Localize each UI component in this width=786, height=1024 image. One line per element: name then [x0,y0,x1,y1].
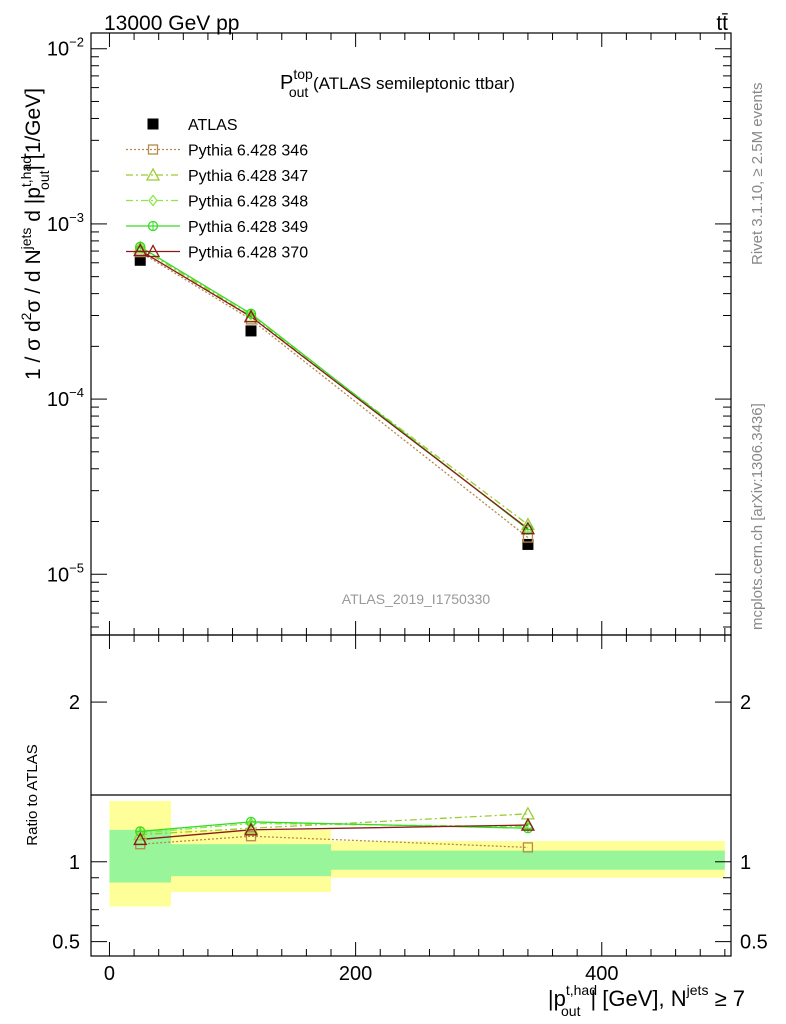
energy-label: 13000 GeV pp [104,12,239,35]
x-axis-label: |pt,had out | [GeV], Njets ≥ 7 [548,982,745,1019]
ratio-data-point [243,822,259,836]
legend-marker [147,144,159,155]
ratio-series-line [140,835,528,849]
rivet-version-label: Rivet 3.1.10, ≥ 2.5M events [749,83,766,266]
stat-uncertainty-band [171,844,331,877]
plot-title: Ptop out (ATLAS semileptonic ttbar) [280,66,515,100]
legend-marker [147,220,159,232]
ratio-y-tick-label: 1 [69,852,80,874]
ratio-data-point [245,831,257,842]
main-data-point [245,325,257,337]
x-tick-label: 200 [339,963,372,985]
ratio-y-tick-label-right: 2 [740,692,751,714]
main-series-line [139,249,529,530]
ratio-uncertainty-bands [109,801,725,907]
main-series-line [139,247,529,526]
analysis-id-label: ATLAS_2019_I1750330 [342,591,491,607]
ratio-y-tick-label-right: 1 [740,852,751,874]
legend-marker [148,194,158,207]
ratio-axis-ticks: 0.5 0.5 1 1 2 2 0 200 400 [52,635,768,985]
ratio-data-point [133,832,148,846]
main-panel: 10−5 10−4 10−3 10−2 Ptop out (ATLAS semilept… [18,32,732,636]
main-series-line [139,246,529,531]
main-data-point [133,243,148,257]
legend-marker [145,167,161,181]
main-data-point [246,308,256,321]
main-series-line [139,251,529,539]
legend-label: Pythia 6.428 348 [188,194,308,211]
main-data-point [520,521,536,535]
main-y-tick-label: 10−5 [47,560,84,586]
legend-label: Pythia 6.428 347 [188,168,308,185]
main-data-point [135,241,146,254]
main-series-markers [133,240,536,550]
ratio-series-line [140,824,528,841]
ratio-y-axis-label: Ratio to ATLAS [24,744,41,845]
legend-marker [145,244,161,258]
ratio-data-point [520,817,536,831]
legend: ATLAS Pythia 6.428 346 Pythia 6.428 347 Pyt… [126,117,308,262]
legend-label: Pythia 6.428 370 [188,245,308,262]
legend-label: Pythia 6.428 346 [188,143,308,160]
main-y-tick-label: 10−4 [47,385,84,411]
process-label: tt̄ [716,12,728,35]
main-y-tick-label: 10−3 [47,210,84,236]
legend-label: Pythia 6.428 349 [188,219,308,236]
main-data-point [522,538,534,550]
ratio-panel: 0.5 0.5 1 1 2 2 0 200 400 Ratio to ATLAS |pt,had… [24,634,768,1019]
main-axis-ticks: 10−5 10−4 10−3 10−2 [47,33,731,635]
stat-uncertainty-band [331,850,725,870]
ratio-data-point [520,806,536,820]
x-tick-label: 400 [585,963,618,985]
main-plot-frame [90,32,732,636]
main-y-tick-label: 10−2 [47,35,84,61]
legend-marker [147,118,159,130]
main-data-point [243,309,259,323]
main-series-lines [139,246,529,539]
main-data-point [245,308,257,319]
ratio-data-point [522,842,534,853]
ratio-series-markers [133,806,536,853]
main-data-point [134,254,146,266]
main-y-axis-label: 1 / σ d2σ / d Njets d |pt,had out| [1/GeV… [18,88,52,380]
ratio-y-tick-label: 2 [69,692,80,714]
ratio-y-tick-label-right: 0.5 [740,932,768,954]
ratio-plot-frame [90,634,732,957]
x-tick-label: 0 [104,963,115,985]
ratio-data-point [243,820,259,834]
mcplots-reference-label: mcplots.cern.ch [arXiv:1306.3436] [749,403,766,630]
main-series-line [139,246,529,530]
ratio-y-tick-label: 0.5 [52,932,80,954]
legend-label: ATLAS [188,117,238,134]
